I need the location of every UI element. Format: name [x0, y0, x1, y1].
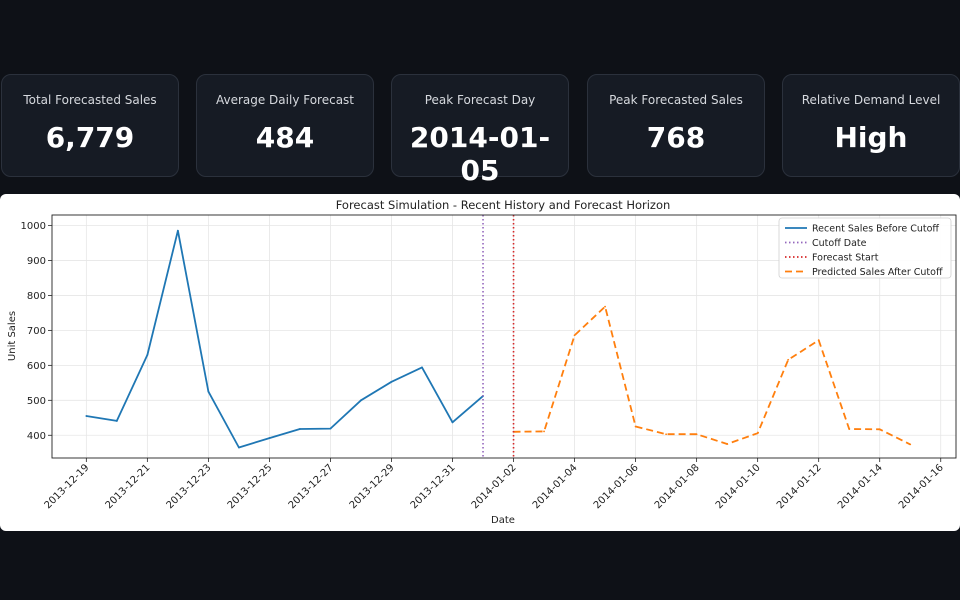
data-point [543, 430, 545, 433]
kpi-card-peak-forecast-day: Peak Forecast Day 2014-01-05 [391, 74, 569, 187]
data-point [268, 437, 271, 439]
forecast-chart: Forecast Simulation - Recent History and… [7, 198, 957, 526]
series-line-predicted-sales [513, 305, 911, 446]
data-point [817, 339, 820, 342]
data-point [390, 380, 393, 383]
x-axis-label: Date [491, 515, 515, 526]
x-tick-label: 2013-12-23 [165, 462, 214, 511]
x-ticks: 2013-12-19 2013-12-21 2013-12-23 2013-12-25… [43, 458, 946, 511]
kpi-label: Total Forecasted Sales [23, 93, 157, 107]
x-tick-label: 2014-01-16 [897, 462, 946, 511]
y-tick-label: 600 [27, 361, 46, 372]
kpi-label: Peak Forecast Day [424, 93, 536, 107]
x-tick-label: 2013-12-19 [43, 462, 92, 511]
legend-label: Recent Sales Before Cutoff [812, 224, 939, 235]
kpi-value: 768 [646, 121, 706, 154]
kpi-card-average-daily-forecast: Average Daily Forecast 484 [196, 74, 374, 177]
x-tick-label: 2014-01-12 [775, 462, 824, 511]
marks [85, 215, 912, 458]
data-point [238, 446, 240, 449]
kpi-value: 2014-01-05 [409, 121, 551, 187]
data-point [573, 334, 576, 337]
kpi-card-relative-demand-level: Relative Demand Level High [782, 74, 960, 177]
kpi-value: 484 [255, 121, 315, 154]
legend-box [778, 217, 952, 279]
kpi-label: Relative Demand Level [801, 93, 941, 107]
kpi-value: 6,779 [45, 121, 135, 154]
y-tick-label: 500 [27, 396, 46, 407]
data-point [207, 390, 210, 393]
y-tick-label: 400 [27, 431, 46, 442]
data-point [878, 428, 881, 431]
kpi-row: Total Forecasted Sales 6,779 Average Dai… [0, 74, 960, 187]
x-tick-label: 2014-01-08 [653, 462, 702, 511]
plot-area-frame [51, 214, 957, 459]
kpi-label: Average Daily Forecast [215, 93, 355, 107]
legend-label: Predicted Sales After Cutoff [812, 267, 943, 278]
x-tick-label: 2013-12-29 [348, 462, 397, 511]
data-point [85, 415, 88, 417]
data-point [787, 358, 790, 361]
legend-label: Cutoff Date [812, 238, 867, 249]
data-point [146, 353, 149, 356]
data-point [665, 433, 668, 436]
y-axis-label: Unit Sales [7, 311, 18, 361]
kpi-value: High [834, 121, 908, 154]
series-line-recent-sales [86, 229, 484, 449]
data-point [726, 443, 729, 445]
data-point [909, 443, 912, 446]
x-tick-label: 2014-01-10 [714, 462, 763, 511]
x-tick-label: 2013-12-31 [409, 462, 458, 511]
legend-label: Forecast Start [812, 253, 879, 264]
x-tick-label: 2013-12-21 [104, 462, 153, 511]
x-tick-label: 2013-12-25 [226, 462, 275, 511]
y-ticks: 400 500 600 700 800 900 1000 [21, 221, 52, 442]
data-point [634, 425, 637, 428]
y-tick-label: 1000 [21, 221, 46, 232]
data-point [695, 433, 698, 436]
data-point [299, 428, 301, 430]
data-point [848, 428, 851, 430]
x-tick-label: 2014-01-02 [470, 462, 519, 511]
x-tick-label: 2013-12-27 [287, 462, 336, 511]
y-tick-label: 700 [27, 326, 46, 337]
x-tick-label: 2014-01-04 [531, 462, 580, 511]
kpi-card-peak-forecasted-sales: Peak Forecasted Sales 768 [587, 74, 765, 177]
data-point [329, 427, 332, 430]
data-point [451, 421, 454, 424]
x-tick-label: 2014-01-06 [592, 462, 641, 511]
data-point [176, 229, 179, 232]
data-point [421, 366, 423, 369]
kpi-label: Peak Forecasted Sales [609, 93, 743, 107]
chart-title: Forecast Simulation - Recent History and… [336, 198, 671, 212]
data-point [604, 305, 606, 308]
x-tick-label: 2014-01-14 [836, 462, 885, 511]
forecast-chart-card: Forecast Simulation - Recent History and… [0, 194, 960, 531]
kpi-card-total-forecasted-sales: Total Forecasted Sales 6,779 [1, 74, 179, 177]
y-tick-label: 900 [27, 256, 46, 267]
data-point [756, 432, 759, 435]
legend: Recent Sales Before Cutoff Cutoff Date For… [778, 217, 952, 279]
data-point [115, 420, 118, 422]
data-point [360, 399, 362, 402]
y-tick-label: 800 [27, 291, 46, 302]
